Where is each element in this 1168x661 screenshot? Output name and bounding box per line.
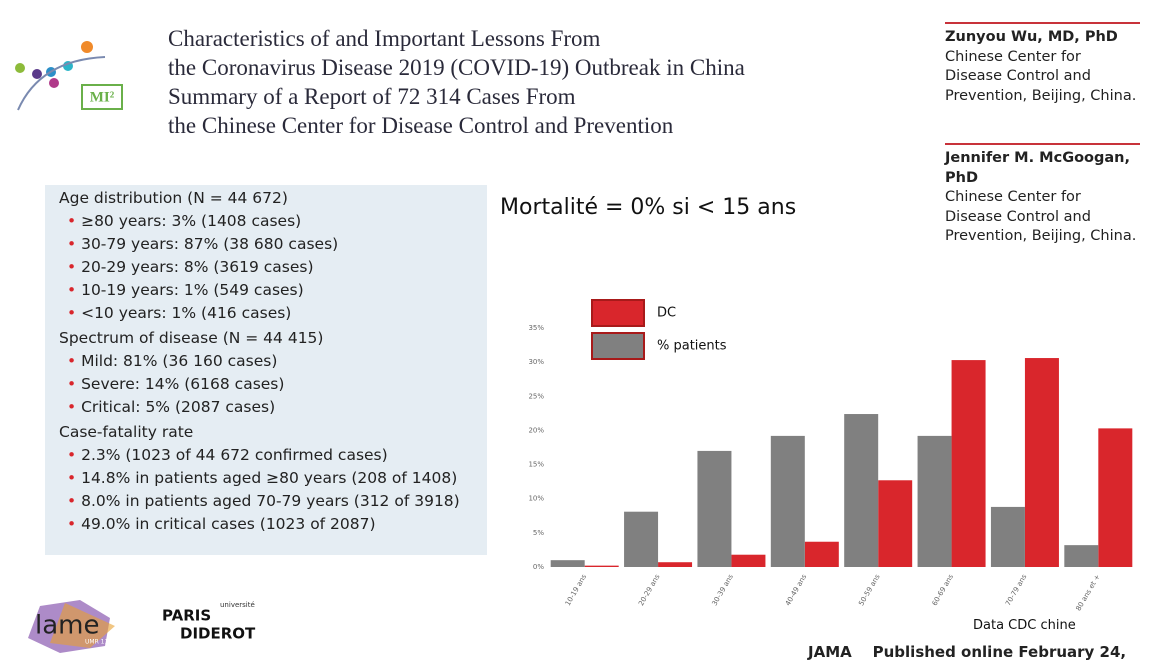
title-line: Characteristics of and Important Lessons…	[168, 26, 601, 51]
title-line: Summary of a Report of 72 314 Cases From	[168, 84, 576, 109]
title: Characteristics of and Important Lessons…	[168, 24, 745, 140]
bar	[951, 360, 986, 567]
bar	[878, 480, 913, 567]
logo-text: MI²	[90, 89, 115, 105]
bar	[1098, 428, 1133, 567]
title-line: the Chinese Center for Disease Control a…	[168, 113, 674, 138]
bar	[804, 541, 839, 567]
y-tick-label: 35%	[528, 324, 544, 332]
y-tick-label: 0%	[533, 563, 544, 571]
bar	[697, 450, 732, 567]
x-tick-label: 70-79 ans	[1004, 573, 1029, 608]
footer: JAMA Published online February 24, 2020	[808, 643, 1168, 661]
list-item: 10-19 years: 1% (549 cases)	[59, 279, 487, 302]
y-tick-label: 15%	[528, 461, 544, 469]
bar	[731, 554, 766, 567]
bar	[990, 506, 1025, 567]
bar	[1064, 545, 1099, 567]
y-tick-label: 20%	[528, 426, 544, 434]
x-tick-label: 20-29 ans	[637, 573, 662, 608]
summary-section: Spectrum of disease (N = 44 415) Mild: 81…	[59, 327, 487, 419]
y-tick-label: 25%	[528, 392, 544, 400]
logo-text: UMR 1137	[85, 639, 116, 646]
logo-text: PARIS	[162, 607, 211, 625]
y-tick-label: 10%	[528, 495, 544, 503]
list-item: Critical: 5% (2087 cases)	[59, 396, 487, 419]
y-tick-label: 30%	[528, 358, 544, 366]
list-item: 20-29 years: 8% (3619 cases)	[59, 256, 487, 279]
bar	[584, 565, 619, 567]
legend-label: DC	[657, 306, 676, 321]
y-tick-label: 5%	[533, 529, 544, 537]
x-tick-label: 10-19 ans	[564, 573, 589, 608]
author-name: Jennifer M. McGoogan, PhD	[945, 150, 1131, 186]
section-heading: Age distribution (N = 44 672)	[59, 189, 288, 207]
legend-swatch	[591, 299, 645, 327]
author-affiliation: Chinese Center for Disease Control and P…	[945, 189, 1137, 244]
author: Zunyou Wu, MD, PhD Chinese Center for Di…	[945, 22, 1140, 106]
bar	[844, 414, 879, 567]
list-item: 8.0% in patients aged 70-79 years (312 o…	[59, 490, 487, 513]
list-item: ≥80 years: 3% (1408 cases)	[59, 210, 487, 233]
bar	[624, 511, 659, 567]
list-item: Severe: 14% (6168 cases)	[59, 373, 487, 396]
summary-box: Age distribution (N = 44 672) ≥80 years: …	[45, 185, 487, 555]
title-line: the Coronavirus Disease 2019 (COVID-19) …	[168, 55, 745, 80]
bar	[658, 562, 693, 567]
x-tick-label: 80 ans et +	[1074, 573, 1101, 613]
legend-label: % patients	[657, 339, 727, 354]
author-affiliation: Chinese Center for Disease Control and P…	[945, 48, 1137, 104]
chart: 0% 5% 10% 15% 20% 25% 30% 35% DC % patients 10-19 …	[528, 299, 1133, 613]
x-tick-label: 40-49 ans	[784, 573, 809, 608]
logo-text: lame	[35, 611, 99, 641]
list-item: 14.8% in patients aged ≥80 years (208 of…	[59, 467, 487, 490]
author-name: Zunyou Wu, MD, PhD	[945, 29, 1118, 45]
bar	[1024, 358, 1059, 567]
bar	[770, 435, 805, 567]
published: Published online February 24, 2020	[872, 643, 1127, 661]
list-item: 49.0% in critical cases (1023 of 2087)	[59, 513, 487, 536]
list-item: Mild: 81% (36 160 cases)	[59, 350, 487, 373]
legend-swatch	[591, 332, 645, 360]
summary-section: Age distribution (N = 44 672) ≥80 years: …	[59, 187, 487, 325]
section-heading: Spectrum of disease (N = 44 415)	[59, 329, 324, 347]
list-item: 30-79 years: 87% (38 680 cases)	[59, 233, 487, 256]
x-tick-label: 30-39 ans	[710, 573, 735, 608]
x-tick-label: 50-59 ans	[857, 573, 882, 608]
logo-text: université	[220, 601, 255, 609]
x-tick-label: 60-69 ans	[931, 573, 956, 608]
note: Mortalité = 0% si < 15 ans	[500, 195, 797, 220]
mi2-logo: MI²	[15, 41, 123, 111]
journal: JAMA	[808, 643, 852, 661]
logo-text: DIDEROT	[180, 625, 256, 643]
list-item: 2.3% (1023 of 44 672 confirmed cases)	[59, 444, 487, 467]
list-item: <10 years: 1% (416 cases)	[59, 302, 487, 325]
section-heading: Case-fatality rate	[59, 423, 194, 441]
summary-section: Case-fatality rate 2.3% (1023 of 44 672 c…	[59, 421, 487, 536]
author: Jennifer M. McGoogan, PhD Chinese Center…	[945, 143, 1140, 247]
logos: lame UMR 1137 université PARIS DIDEROT	[28, 600, 256, 653]
source: Data CDC chine	[973, 618, 1076, 633]
bar	[917, 435, 952, 567]
bar	[550, 560, 585, 567]
